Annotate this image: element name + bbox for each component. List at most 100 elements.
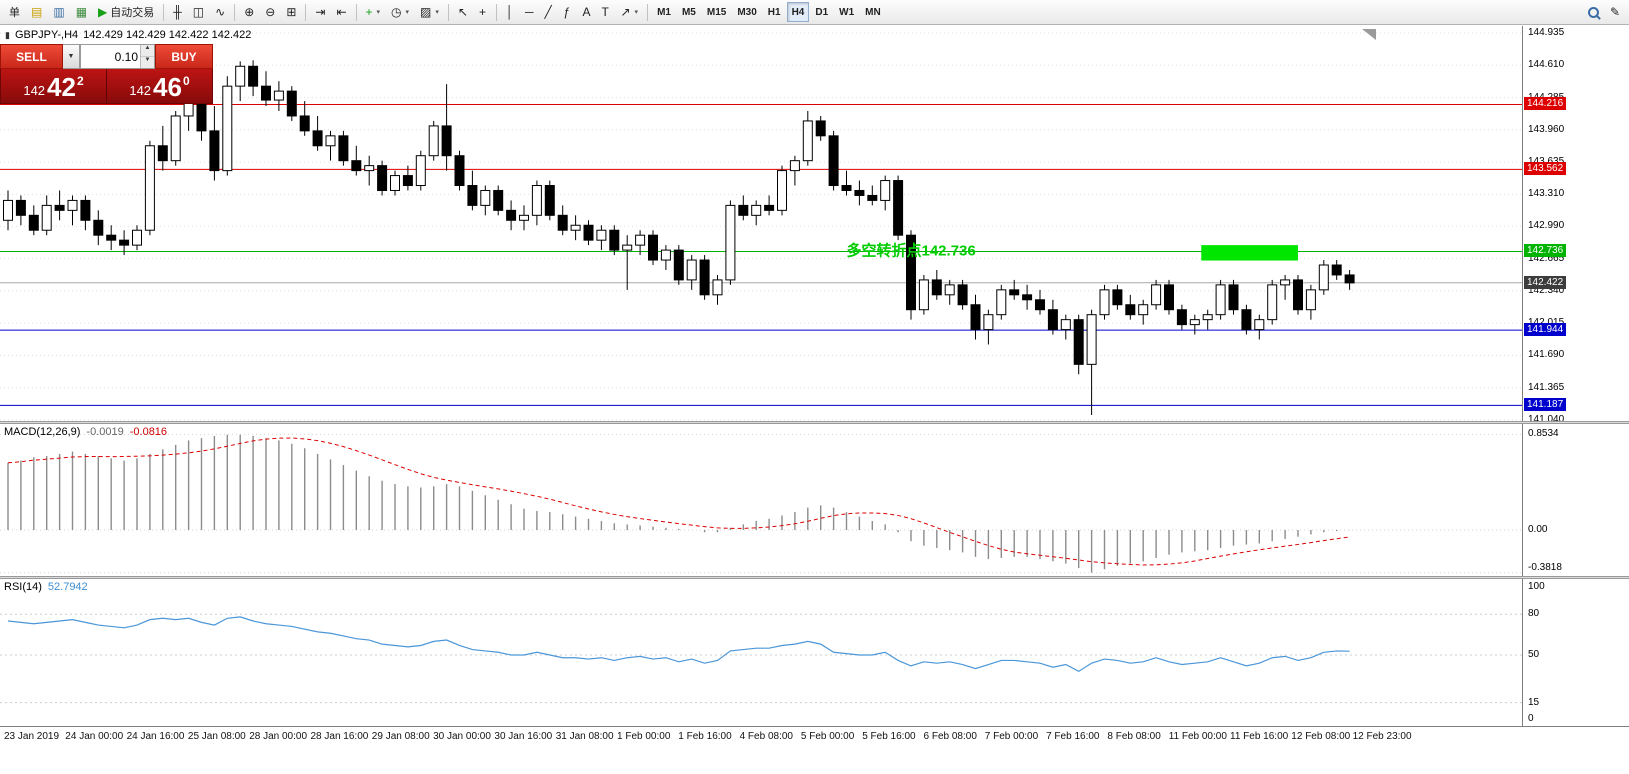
rsi-scale-label: 0 bbox=[1528, 713, 1534, 724]
candle bbox=[1009, 289, 1020, 296]
timeframe-m15-button[interactable]: M15 bbox=[702, 2, 731, 22]
arrows-button[interactable]: ↗ ▾ bbox=[615, 2, 643, 22]
candle bbox=[725, 204, 736, 281]
candle bbox=[1293, 279, 1303, 311]
timeframe-m5-button[interactable]: M5 bbox=[677, 2, 701, 22]
periods-button[interactable]: ◷ ▾ bbox=[386, 2, 414, 22]
macd-axis[interactable]: 0.8534 0.00 -0.3818 bbox=[1522, 424, 1629, 576]
timeframe-h4-button[interactable]: H4 bbox=[786, 2, 810, 22]
price-axis[interactable]: 144.935 144.610 144.285 143.960 143.635 143.3… bbox=[1522, 26, 1629, 425]
label-button[interactable]: T bbox=[596, 2, 614, 22]
auto-scroll-button[interactable]: ⇥ bbox=[310, 2, 330, 22]
macd-canvas[interactable] bbox=[0, 424, 1522, 576]
timeframe-d1-button[interactable]: D1 bbox=[810, 2, 833, 22]
lot-spin-up-icon[interactable]: ▲ bbox=[141, 45, 154, 57]
candle bbox=[1022, 294, 1033, 301]
time-axis-label: 12 Feb 23:00 bbox=[1352, 731, 1412, 742]
lot-spin-down-icon[interactable]: ▼ bbox=[141, 57, 154, 68]
chart-shift-button[interactable]: ⇤ bbox=[331, 2, 351, 22]
vertical-line-button[interactable]: │ bbox=[501, 2, 519, 22]
new-order-button[interactable]: 单 bbox=[4, 2, 25, 22]
rsi-value: 52.7942 bbox=[47, 581, 88, 593]
candle bbox=[1099, 289, 1110, 316]
time-axis-label: 5 Feb 16:00 bbox=[862, 731, 916, 742]
timeframe-w1-button-label: W1 bbox=[839, 6, 855, 18]
templates-icon: ▨ bbox=[420, 5, 432, 19]
toolbar-separator bbox=[234, 3, 236, 21]
rsi-label: RSI(14) 52.7942 bbox=[4, 581, 88, 593]
trendline-icon: ╱ bbox=[544, 5, 552, 19]
candle bbox=[867, 194, 878, 201]
cursor-button[interactable]: ↖ bbox=[453, 2, 473, 22]
price-chart-canvas[interactable]: 多空转折点142.736 bbox=[0, 26, 1522, 421]
price-tick-label: 142.990 bbox=[1528, 220, 1565, 232]
rsi-scale-label: 15 bbox=[1528, 696, 1540, 708]
quote-line: ▮ GBPJPY-,H4 142.429 142.429 142.422 142… bbox=[5, 29, 251, 41]
buy-price[interactable]: 142 46 0 bbox=[107, 69, 212, 103]
candle bbox=[712, 279, 723, 296]
rsi-canvas[interactable] bbox=[0, 579, 1522, 726]
chevron-down-icon: ▾ bbox=[405, 9, 410, 16]
candle bbox=[196, 100, 207, 132]
candle bbox=[441, 125, 452, 157]
timeframe-h1-button-label: H1 bbox=[767, 6, 781, 18]
indicators-button[interactable]: + ▾ bbox=[361, 2, 386, 22]
navigator-button[interactable]: ▦ bbox=[71, 2, 92, 22]
rsi-axis[interactable]: 100 80 50 15 0 bbox=[1522, 579, 1629, 726]
templates-button[interactable]: ▨ ▾ bbox=[415, 2, 444, 22]
sell-button[interactable]: SELL bbox=[0, 44, 63, 69]
sell-price-prefix: 142 bbox=[23, 83, 46, 98]
crosshair-button[interactable]: + bbox=[474, 2, 492, 22]
search-button[interactable] bbox=[1583, 2, 1604, 22]
candle bbox=[1305, 289, 1316, 311]
timeframe-m30-button[interactable]: M30 bbox=[732, 2, 761, 22]
trade-options-dropdown[interactable]: ▼ bbox=[63, 44, 80, 69]
indicators-icon: + bbox=[365, 5, 373, 19]
candle bbox=[170, 115, 181, 162]
candle bbox=[880, 180, 891, 201]
time-axis[interactable]: 23 Jan 2019 24 Jan 00:00 24 Jan 16:00 25 Ja… bbox=[0, 726, 1629, 746]
price-tick-label: 141.365 bbox=[1528, 381, 1565, 393]
candlestick-chart-icon: ◫ bbox=[192, 5, 205, 19]
candle bbox=[299, 115, 310, 132]
market-watch-button[interactable]: ▤ bbox=[26, 2, 47, 22]
zoom-out-button[interactable]: ⊖ bbox=[260, 2, 280, 22]
candle bbox=[1344, 274, 1355, 284]
candle bbox=[673, 249, 684, 281]
candle bbox=[273, 90, 284, 101]
timeframe-m30-button-label: M30 bbox=[737, 6, 757, 18]
candle bbox=[106, 234, 117, 241]
candle bbox=[622, 244, 633, 251]
timeframe-w1-button[interactable]: W1 bbox=[834, 2, 859, 22]
pane-separator[interactable] bbox=[0, 421, 1629, 424]
fibonacci-button[interactable]: ƒ bbox=[558, 2, 576, 22]
time-axis-label: 24 Jan 16:00 bbox=[126, 731, 185, 742]
timeframe-h1-button[interactable]: H1 bbox=[763, 2, 786, 22]
lot-size-input[interactable] bbox=[81, 45, 140, 68]
timeframe-h4-button-label: H4 bbox=[791, 6, 805, 18]
trendline-button[interactable]: ╱ bbox=[539, 2, 557, 22]
line-chart-button[interactable]: ∿ bbox=[210, 2, 230, 22]
candlestick-chart-button[interactable]: ◫ bbox=[188, 2, 209, 22]
tile-windows-button[interactable]: ⊞ bbox=[281, 2, 301, 22]
candle bbox=[777, 170, 787, 211]
time-axis-label: 28 Jan 16:00 bbox=[310, 731, 369, 742]
sell-price[interactable]: 142 42 2 bbox=[1, 69, 107, 103]
timeframe-m1-button[interactable]: M1 bbox=[652, 2, 676, 22]
data-window-button[interactable]: ▥ bbox=[48, 2, 69, 22]
text-button[interactable]: A bbox=[577, 2, 595, 22]
arrows-icon: ↗ bbox=[620, 5, 631, 19]
horizontal-line-button[interactable]: ─ bbox=[520, 2, 539, 22]
autotrading-button[interactable]: ▶ 自动交易 bbox=[93, 2, 159, 22]
bar-chart-button[interactable]: ╫ bbox=[168, 2, 187, 22]
edit-icon: ✎ bbox=[1609, 5, 1620, 19]
timeframe-mn-button[interactable]: MN bbox=[860, 2, 886, 22]
candle bbox=[325, 135, 336, 147]
pane-separator[interactable] bbox=[0, 576, 1629, 579]
price-tick-label: 141.040 bbox=[1528, 414, 1565, 425]
buy-button[interactable]: BUY bbox=[155, 44, 213, 69]
zoom-in-button[interactable]: ⊕ bbox=[239, 2, 259, 22]
edit-button[interactable]: ✎ bbox=[1605, 2, 1625, 22]
candle bbox=[261, 85, 271, 101]
candle bbox=[544, 185, 555, 216]
